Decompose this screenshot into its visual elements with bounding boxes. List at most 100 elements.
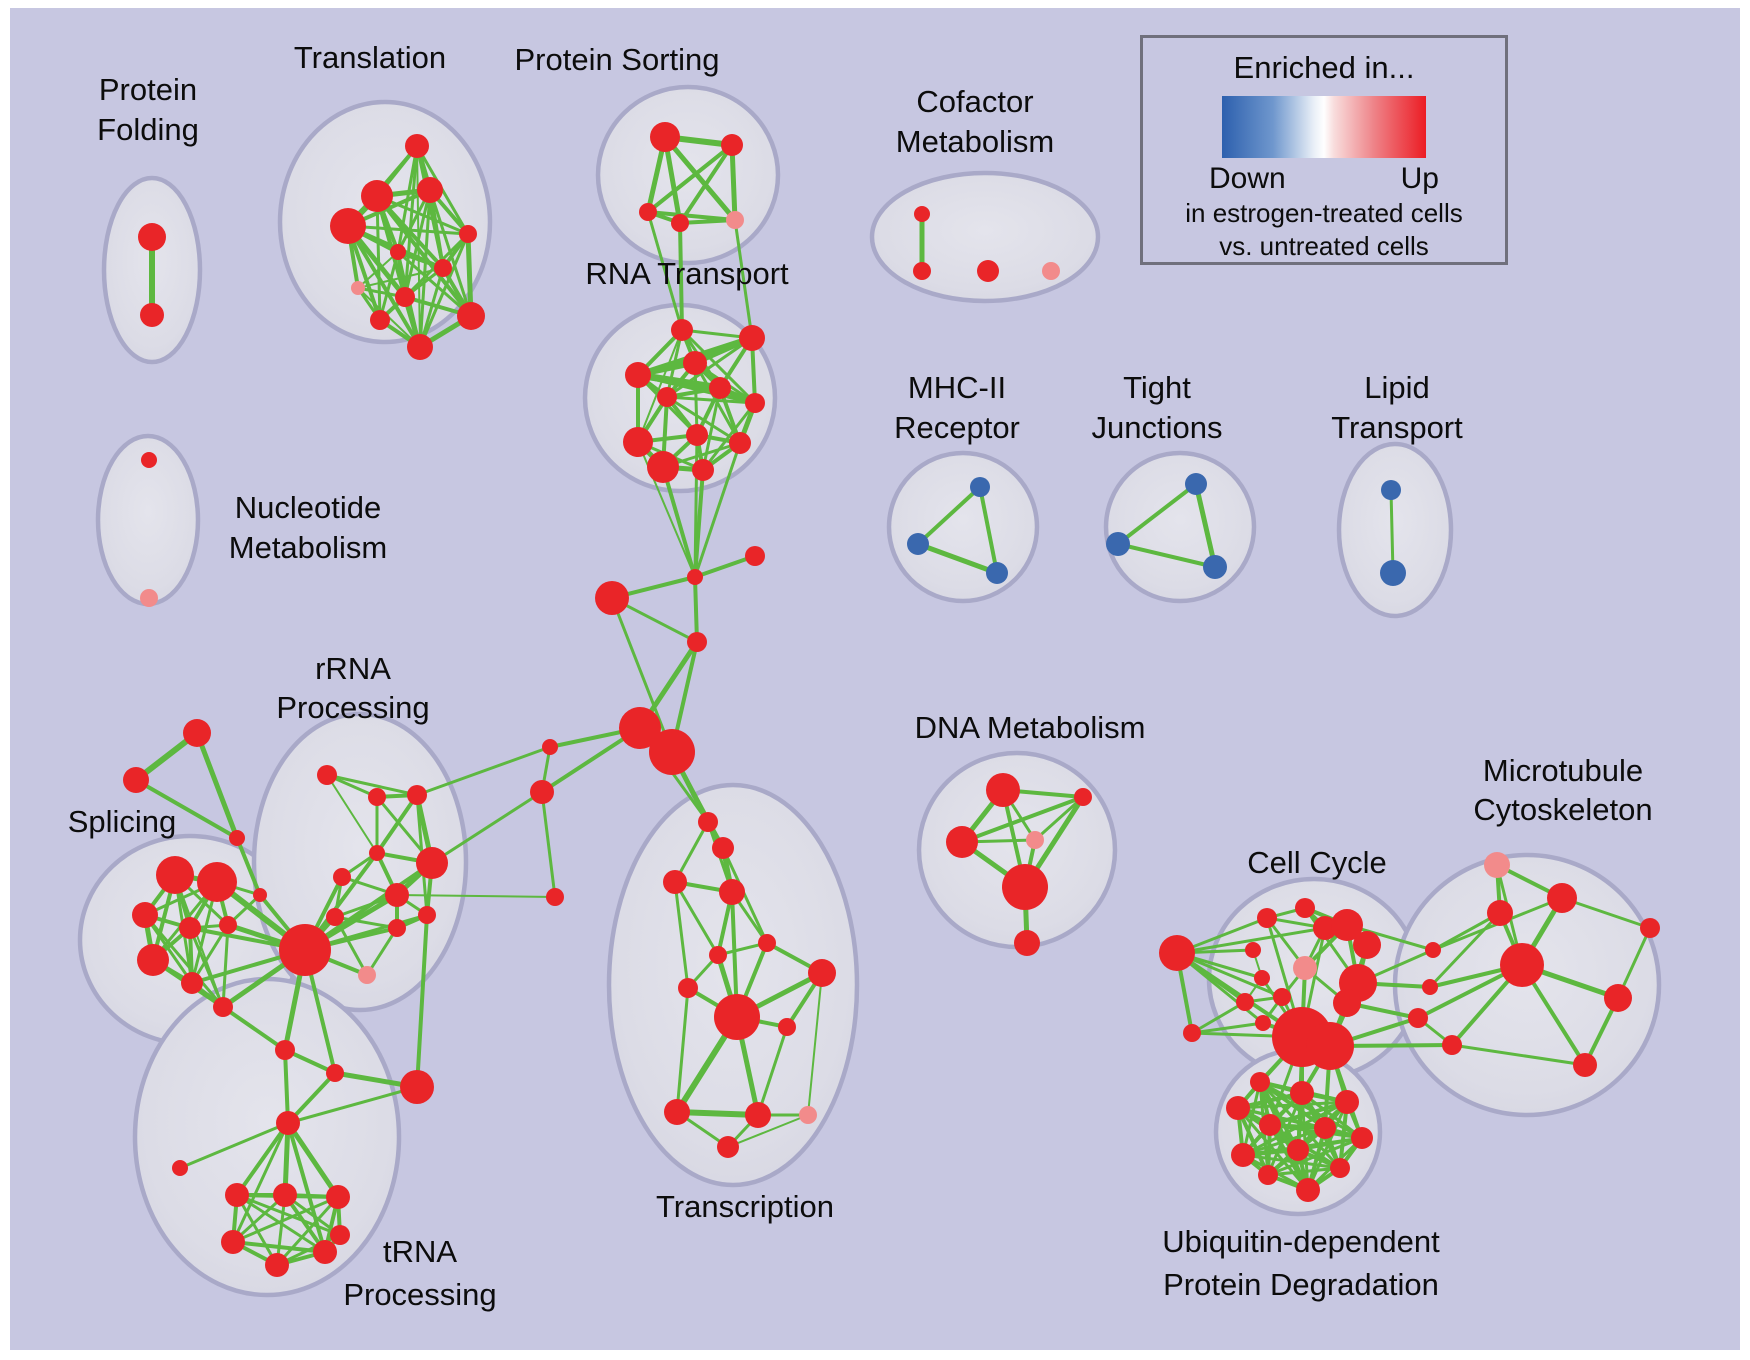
protein-folding-node xyxy=(140,303,164,327)
nucleotide-metabolism-node xyxy=(141,452,157,468)
transcription-label: Transcription xyxy=(656,1189,834,1224)
cofactor-metabolism-node xyxy=(1042,262,1060,280)
rrna-processing-node xyxy=(407,785,427,805)
overlap-edge xyxy=(194,730,240,841)
tight-junctions-node xyxy=(1106,532,1130,556)
tight-junctions-label: Junctions xyxy=(1092,410,1223,445)
connectors-node xyxy=(400,1070,434,1104)
overlap-edge xyxy=(665,395,757,405)
overlap-edge xyxy=(693,554,757,579)
rrna-processing-node xyxy=(385,883,409,907)
microtubule-cytoskeleton-node xyxy=(1547,883,1577,913)
transcription-node xyxy=(664,1099,690,1125)
rna-transport-node xyxy=(625,362,651,388)
overlap-edge xyxy=(661,465,697,579)
cofactor-metabolism-node xyxy=(913,262,931,280)
cell-cycle-node xyxy=(1159,935,1195,971)
cell-cycle-node xyxy=(1353,931,1381,959)
overlap-edge xyxy=(701,401,757,472)
protein-sorting-node xyxy=(671,214,689,232)
protein-sorting-label: Protein Sorting xyxy=(514,42,719,77)
splicing-node xyxy=(253,888,267,902)
overlap-edge xyxy=(286,1085,419,1125)
overlap-edge xyxy=(333,915,399,930)
rna-transport-node xyxy=(683,351,707,375)
trna-processing-label: tRNA xyxy=(383,1234,457,1269)
dna-metabolism-node xyxy=(986,773,1020,807)
splicing-node xyxy=(137,944,169,976)
overlap-edge xyxy=(729,142,738,223)
cofactor-metabolism-label: Metabolism xyxy=(896,124,1055,159)
overlap-edge xyxy=(188,926,225,1009)
transcription-node xyxy=(799,1106,817,1124)
overlap-edge xyxy=(674,1109,761,1118)
overlap-edge xyxy=(1236,1106,1310,1192)
ubiquitin-degradation-label: Ubiquitin-dependent xyxy=(1162,1224,1440,1259)
overlap-edge xyxy=(418,266,445,349)
transcription-node xyxy=(714,994,760,1040)
transcription-node xyxy=(663,870,687,894)
overlap-edge xyxy=(678,221,684,332)
connectors-node xyxy=(745,546,765,566)
lipid-transport-boundary xyxy=(1336,441,1454,619)
translation-node xyxy=(457,302,485,330)
rrna-processing-node xyxy=(317,765,337,785)
overlap-edge xyxy=(1241,1126,1327,1157)
overlap-edge xyxy=(665,395,742,445)
translation-node xyxy=(351,281,365,295)
overlap-edge xyxy=(673,880,690,990)
overlap-edge xyxy=(357,267,444,289)
microtubule-cytoskeleton-node xyxy=(1500,943,1544,987)
transcription-node xyxy=(808,959,836,987)
overlap-edge xyxy=(283,1048,290,1125)
legend-caption-line2: vs. untreated cells xyxy=(1219,231,1429,261)
overlap-edge xyxy=(1268,1100,1349,1127)
translation-node xyxy=(434,259,452,277)
overlap-edge xyxy=(636,373,757,405)
microtubule-cytoskeleton-label: Cytoskeleton xyxy=(1473,792,1652,827)
legend-title: Enriched in... xyxy=(1233,50,1415,85)
dna-metabolism-node xyxy=(1014,930,1040,956)
overlap-edge xyxy=(235,836,262,897)
overlap-edge xyxy=(1389,488,1395,575)
overlap-edge xyxy=(721,846,769,945)
overlap-edge xyxy=(680,328,757,405)
rna-transport-node xyxy=(647,451,679,483)
ubiquitin-degradation-node xyxy=(1287,1139,1309,1161)
protein-sorting-node xyxy=(721,134,743,156)
dna-metabolism-node xyxy=(1074,788,1092,806)
dna-metabolism-node xyxy=(1002,864,1048,910)
splicing-node xyxy=(219,916,237,934)
trna-processing-node xyxy=(326,1064,344,1082)
overlap-edge xyxy=(678,218,737,225)
cell-cycle-node xyxy=(1306,1022,1354,1070)
cell-cycle-node xyxy=(1333,989,1361,1017)
overlap-edge xyxy=(235,1193,342,1237)
ubiquitin-degradation-node xyxy=(1231,1143,1255,1167)
overlap-edge xyxy=(1241,1153,1342,1170)
lipid-transport-label: Lipid xyxy=(1364,370,1430,405)
overlap-edge xyxy=(430,790,544,865)
rna-transport-node xyxy=(671,319,693,341)
ubiquitin-degradation-node xyxy=(1226,1096,1250,1120)
splicing-node xyxy=(179,917,201,939)
trna-processing-node xyxy=(326,1185,350,1209)
cell-cycle-node xyxy=(1331,909,1363,941)
overlap-edge xyxy=(693,441,742,579)
overlap-edge xyxy=(403,188,432,299)
protein-sorting-node xyxy=(726,211,744,229)
cofactor-metabolism-label: Cofactor xyxy=(916,84,1033,119)
overlap-edge xyxy=(1236,1100,1349,1110)
trna-processing-node xyxy=(225,1183,249,1207)
ubiquitin-degradation-node xyxy=(1314,1117,1336,1139)
translation-node xyxy=(330,208,366,244)
microtubule-cytoskeleton-label: Microtubule xyxy=(1483,753,1643,788)
overlap-edge xyxy=(610,596,674,754)
rrna-processing-node xyxy=(388,919,406,937)
rrna-processing-node xyxy=(333,868,351,886)
connectors-node xyxy=(687,632,707,652)
connectors-node xyxy=(123,767,149,793)
cluster-labels: Protein Folding Translation Protein Sorting… xyxy=(68,40,1653,1312)
overlap-edge xyxy=(415,913,429,1089)
tight-junctions-node xyxy=(1185,473,1207,495)
